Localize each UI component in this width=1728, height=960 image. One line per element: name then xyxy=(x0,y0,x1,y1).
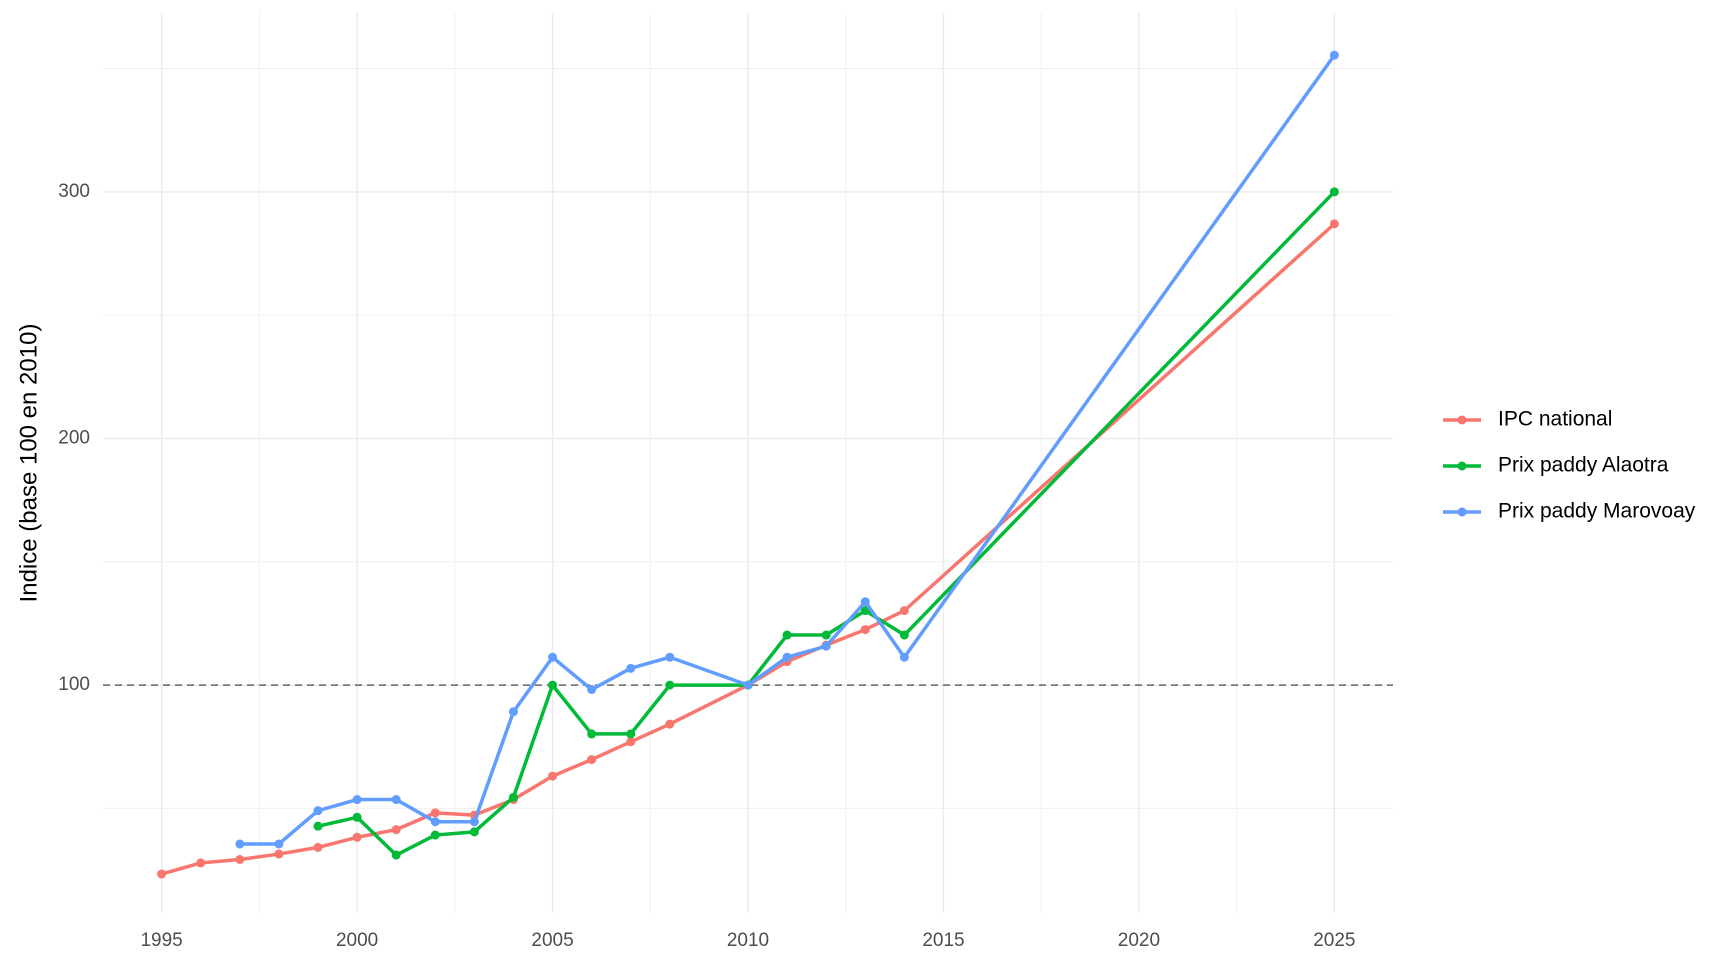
data-point xyxy=(626,663,636,673)
data-point xyxy=(587,729,597,739)
data-point xyxy=(313,806,323,816)
legend-label: IPC national xyxy=(1498,408,1612,431)
data-point xyxy=(626,729,636,739)
data-point xyxy=(665,652,675,662)
data-point xyxy=(352,812,362,822)
data-point xyxy=(665,680,675,690)
data-point xyxy=(313,842,323,852)
data-point xyxy=(469,817,479,827)
data-point xyxy=(235,839,245,849)
data-point xyxy=(860,625,870,635)
y-tick-label: 200 xyxy=(58,427,90,448)
data-point xyxy=(430,830,440,840)
data-point xyxy=(899,606,909,616)
legend-key-point xyxy=(1457,461,1467,471)
legend-key-point xyxy=(1457,507,1467,517)
data-point xyxy=(352,795,362,805)
legend-key-point xyxy=(1457,415,1467,425)
x-tick-label: 2010 xyxy=(727,930,769,951)
data-point xyxy=(548,680,558,690)
data-point xyxy=(391,850,401,860)
x-tick-label: 2025 xyxy=(1313,930,1355,951)
data-point xyxy=(782,652,792,662)
data-point xyxy=(430,817,440,827)
data-point xyxy=(157,869,167,879)
data-point xyxy=(587,685,597,695)
data-point xyxy=(860,597,870,607)
data-point xyxy=(508,707,518,717)
y-tick-label: 300 xyxy=(58,181,90,202)
data-point xyxy=(782,630,792,640)
y-axis-title: Indice (base 100 en 2010) xyxy=(15,324,42,603)
data-point xyxy=(196,858,206,868)
series-line xyxy=(317,190,1336,857)
data-point xyxy=(548,652,558,662)
legend-label: Prix paddy Marovoay xyxy=(1498,500,1696,523)
data-point xyxy=(821,630,831,640)
data-point xyxy=(899,652,909,662)
data-point xyxy=(391,825,401,835)
data-point xyxy=(1329,187,1339,197)
legend-label: Prix paddy Alaotra xyxy=(1498,454,1669,477)
series-line xyxy=(239,54,1336,846)
data-point xyxy=(860,606,870,616)
data-point xyxy=(665,719,675,729)
data-point xyxy=(274,839,284,849)
x-tick-label: 2000 xyxy=(336,930,378,951)
data-point xyxy=(743,680,753,690)
x-tick-label: 2015 xyxy=(922,930,964,951)
data-point xyxy=(626,737,636,747)
data-point xyxy=(313,821,323,831)
data-point xyxy=(352,832,362,842)
x-tick-label: 2005 xyxy=(531,930,573,951)
data-point xyxy=(235,854,245,864)
x-tick-label: 1995 xyxy=(140,930,182,951)
data-point xyxy=(469,827,479,837)
data-point xyxy=(548,771,558,781)
data-point xyxy=(1329,50,1339,60)
data-point xyxy=(274,849,284,859)
data-point xyxy=(587,755,597,765)
data-point xyxy=(1329,219,1339,229)
data-point xyxy=(508,792,518,802)
data-point xyxy=(391,795,401,805)
data-point xyxy=(899,630,909,640)
x-tick-label: 2020 xyxy=(1118,930,1160,951)
data-point xyxy=(430,808,440,818)
data-point xyxy=(821,641,831,651)
y-tick-label: 100 xyxy=(58,674,90,695)
